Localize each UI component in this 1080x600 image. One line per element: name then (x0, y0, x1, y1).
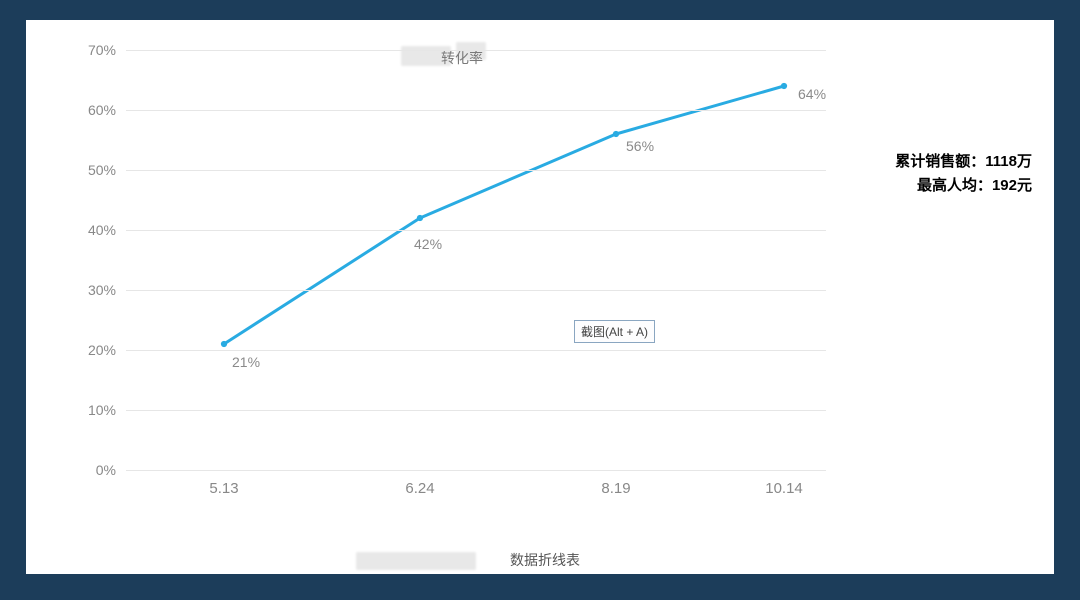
chart-panel: 转化率 0%10%20%30%40%50%60%70%5.136.248.191… (26, 20, 1054, 574)
x-tick-label: 10.14 (765, 480, 803, 497)
gridline (126, 50, 826, 51)
data-point-marker (781, 83, 787, 89)
y-tick-label: 40% (56, 222, 116, 238)
gridline (126, 350, 826, 351)
y-tick-label: 60% (56, 102, 116, 118)
gridline (126, 290, 826, 291)
annotation-max-avg: 最高人均：192元 (895, 174, 1032, 198)
annotation-total-sales: 累计销售额：1118万 (895, 150, 1032, 174)
x-tick-label: 6.24 (405, 480, 434, 497)
gridline (126, 230, 826, 231)
outer-frame: 转化率 0%10%20%30%40%50%60%70%5.136.248.191… (0, 0, 1080, 600)
gridline (126, 470, 826, 471)
x-tick-label: 5.13 (209, 480, 238, 497)
y-tick-label: 50% (56, 162, 116, 178)
data-point-label: 21% (232, 354, 260, 370)
y-tick-label: 30% (56, 282, 116, 298)
y-tick-label: 20% (56, 342, 116, 358)
data-point-marker (613, 131, 619, 137)
line-series (224, 86, 784, 344)
chart-area: 转化率 0%10%20%30%40%50%60%70%5.136.248.191… (56, 40, 846, 520)
data-point-marker (417, 215, 423, 221)
side-annotations: 累计销售额：1118万 最高人均：192元 (895, 150, 1032, 198)
data-point-marker (221, 341, 227, 347)
screenshot-tooltip: 截图(Alt + A) (574, 320, 655, 343)
plot-region: 0%10%20%30%40%50%60%70%5.136.248.1910.14… (126, 50, 826, 470)
y-tick-label: 0% (56, 462, 116, 478)
gridline (126, 410, 826, 411)
gridline (126, 110, 826, 111)
chart-caption: 数据折线表 (510, 550, 580, 570)
y-tick-label: 70% (56, 42, 116, 58)
data-point-label: 56% (626, 138, 654, 154)
y-tick-label: 10% (56, 402, 116, 418)
line-chart-svg (126, 50, 826, 470)
data-point-label: 64% (798, 86, 826, 102)
redacted-blob (356, 552, 476, 570)
gridline (126, 170, 826, 171)
data-point-label: 42% (414, 236, 442, 252)
x-tick-label: 8.19 (601, 480, 630, 497)
